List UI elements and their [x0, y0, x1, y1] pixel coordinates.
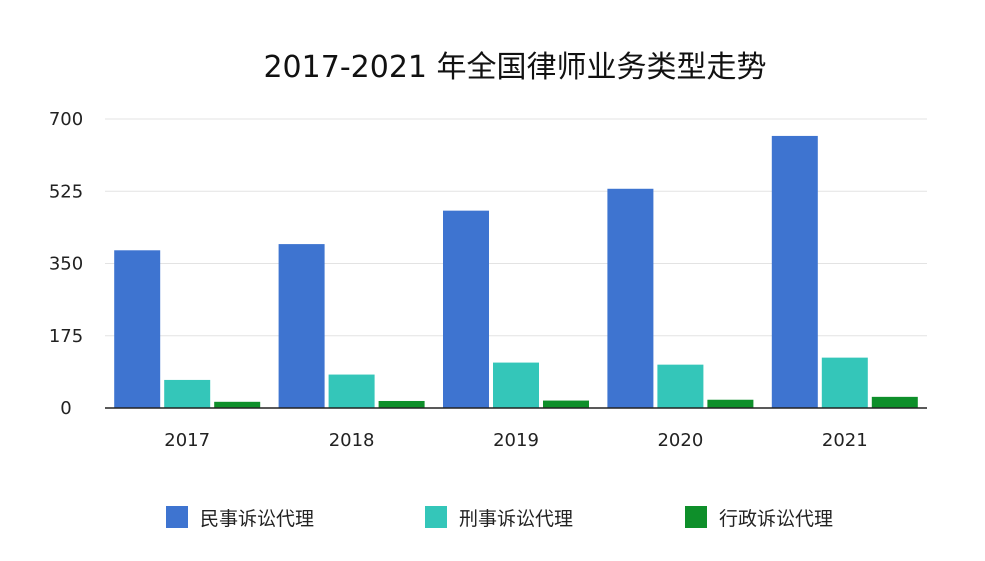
- bar-2-2018: [328, 374, 375, 408]
- x-tick-label: 2017: [164, 430, 210, 451]
- y-tick-label: 350: [49, 254, 83, 275]
- y-tick-label: 525: [49, 181, 83, 202]
- chart-title: 2017-2021 年全国律师业务类型走势: [263, 50, 766, 85]
- bar-3-2018: [378, 400, 425, 408]
- y-tick-label: 700: [49, 109, 83, 130]
- x-axis: 2017 2018 2019 2020 2021: [164, 430, 867, 451]
- bars: [114, 135, 918, 409]
- bar-3-2021: [871, 396, 918, 408]
- x-tick-label: 2019: [493, 430, 539, 451]
- bar-3-2020: [707, 399, 754, 408]
- bar-1-2020: [607, 188, 654, 408]
- bar-1-2018: [278, 244, 325, 408]
- bar-1-2017: [114, 250, 161, 408]
- bar-3-2019: [543, 400, 589, 408]
- bar-2-2020: [657, 364, 704, 408]
- y-tick-label: 0: [60, 398, 71, 419]
- x-tick-label: 2020: [657, 430, 703, 451]
- bar-2-2019: [493, 362, 539, 408]
- x-tick-label: 2021: [822, 430, 868, 451]
- x-tick-label: 2018: [329, 430, 375, 451]
- legend-swatch: [425, 506, 447, 528]
- bar-1-2021: [771, 135, 818, 409]
- bar-1-2019: [443, 210, 489, 408]
- legend-swatch: [166, 506, 188, 528]
- y-axis: 0 175 350 525 700: [49, 109, 83, 419]
- bar-2-2021: [821, 357, 868, 408]
- legend-label: 刑事诉讼代理: [459, 508, 573, 530]
- y-tick-label: 175: [49, 326, 83, 347]
- legend-swatch: [685, 506, 707, 528]
- bar-2-2017: [164, 379, 211, 408]
- legend: 民事诉讼代理 刑事诉讼代理 行政诉讼代理: [166, 506, 833, 530]
- legend-label: 行政诉讼代理: [719, 508, 833, 530]
- legend-label: 民事诉讼代理: [200, 508, 314, 530]
- bar-3-2017: [214, 401, 261, 408]
